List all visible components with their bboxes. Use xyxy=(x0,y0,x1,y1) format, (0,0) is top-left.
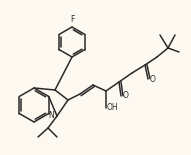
Text: O: O xyxy=(123,91,129,100)
Text: O: O xyxy=(150,75,156,84)
Text: N: N xyxy=(48,111,54,120)
Text: F: F xyxy=(70,15,74,24)
Text: OH: OH xyxy=(107,104,119,113)
